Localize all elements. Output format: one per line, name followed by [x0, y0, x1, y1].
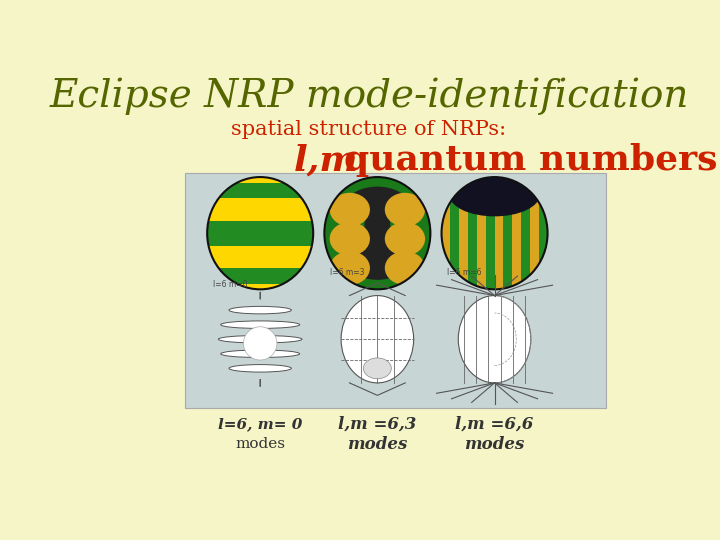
- Ellipse shape: [207, 177, 313, 289]
- Ellipse shape: [384, 193, 425, 226]
- Bar: [530, 177, 539, 289]
- FancyBboxPatch shape: [185, 173, 606, 408]
- Ellipse shape: [348, 187, 407, 218]
- Text: Eclipse NRP mode-identification: Eclipse NRP mode-identification: [49, 77, 689, 114]
- Text: spatial structure of NRPs:: spatial structure of NRPs:: [231, 120, 507, 139]
- Bar: [521, 177, 530, 289]
- Ellipse shape: [441, 177, 548, 289]
- Text: quantum numbers: quantum numbers: [344, 144, 717, 178]
- Text: l,m =6,6: l,m =6,6: [455, 416, 534, 433]
- Text: modes: modes: [464, 435, 525, 453]
- Bar: [459, 177, 468, 289]
- Ellipse shape: [348, 248, 407, 280]
- Text: modes: modes: [347, 435, 408, 453]
- Text: l,m: l,m: [294, 144, 359, 178]
- Bar: [486, 177, 495, 289]
- Ellipse shape: [364, 194, 391, 273]
- Bar: [207, 268, 313, 284]
- Bar: [207, 183, 313, 198]
- Ellipse shape: [218, 335, 302, 343]
- Bar: [207, 177, 313, 183]
- Ellipse shape: [330, 251, 370, 285]
- Ellipse shape: [221, 321, 300, 328]
- Ellipse shape: [243, 327, 277, 360]
- Ellipse shape: [364, 358, 392, 379]
- Ellipse shape: [384, 251, 425, 285]
- Bar: [207, 221, 313, 246]
- Bar: [207, 284, 313, 289]
- Bar: [503, 177, 512, 289]
- Ellipse shape: [459, 295, 531, 383]
- Ellipse shape: [341, 295, 413, 383]
- Text: l=6 m=0: l=6 m=0: [213, 280, 247, 289]
- Ellipse shape: [324, 177, 431, 289]
- Bar: [512, 177, 521, 289]
- Bar: [477, 177, 486, 289]
- Ellipse shape: [330, 193, 370, 226]
- Text: l,m =6,3: l,m =6,3: [338, 416, 417, 433]
- Ellipse shape: [229, 364, 292, 372]
- Text: l=6 m=6: l=6 m=6: [447, 268, 482, 277]
- Bar: [495, 177, 503, 289]
- Text: l=6, m= 0: l=6, m= 0: [218, 417, 302, 431]
- Text: l=6 m=3: l=6 m=3: [330, 268, 364, 277]
- Ellipse shape: [449, 174, 539, 217]
- Ellipse shape: [330, 222, 370, 255]
- Ellipse shape: [221, 350, 300, 357]
- Bar: [468, 177, 477, 289]
- Bar: [451, 177, 459, 289]
- Text: modes: modes: [235, 437, 285, 451]
- Bar: [441, 177, 451, 289]
- Ellipse shape: [384, 222, 425, 255]
- Ellipse shape: [229, 306, 292, 314]
- Bar: [207, 198, 313, 221]
- Bar: [207, 246, 313, 268]
- Bar: [539, 177, 548, 289]
